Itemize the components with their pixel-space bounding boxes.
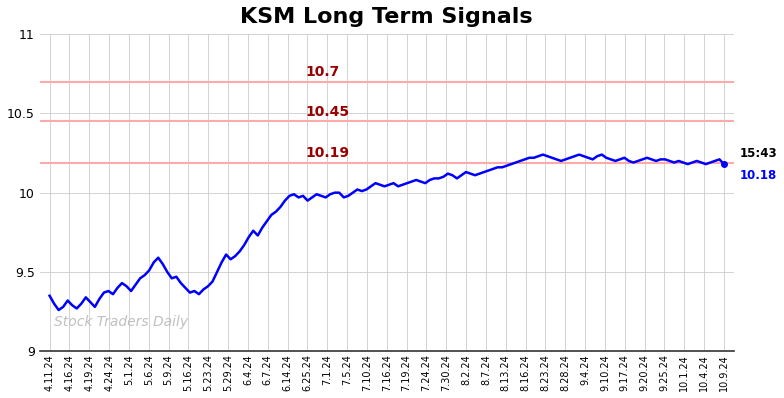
Text: Stock Traders Daily: Stock Traders Daily — [53, 315, 187, 329]
Text: 10.45: 10.45 — [306, 105, 350, 119]
Title: KSM Long Term Signals: KSM Long Term Signals — [241, 7, 533, 27]
Text: 15:43: 15:43 — [739, 146, 777, 160]
Text: 10.18: 10.18 — [739, 169, 777, 182]
Text: 10.19: 10.19 — [306, 146, 350, 160]
Text: 10.7: 10.7 — [306, 65, 340, 79]
